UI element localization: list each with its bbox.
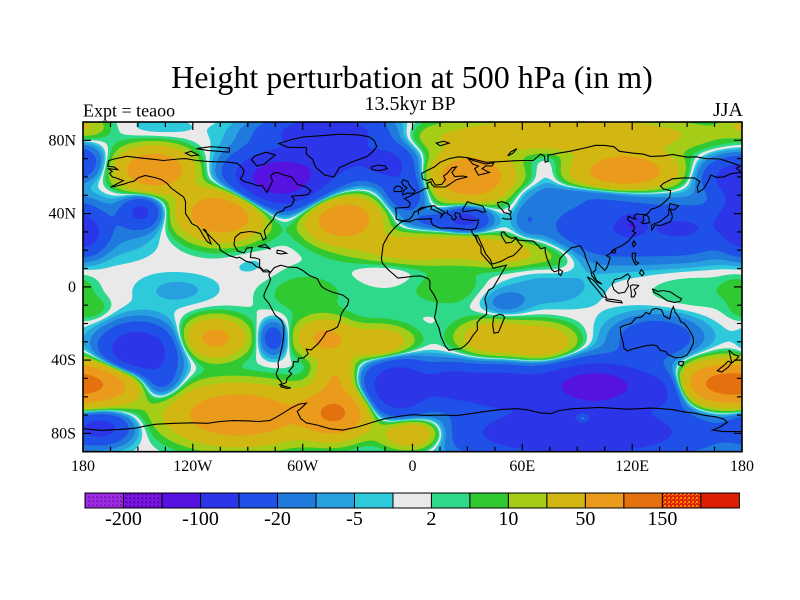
svg-text:0: 0 xyxy=(409,458,417,475)
svg-text:180: 180 xyxy=(71,458,95,475)
svg-text:80S: 80S xyxy=(51,425,76,442)
svg-text:-100: -100 xyxy=(182,508,219,530)
svg-text:Expt = teaoo: Expt = teaoo xyxy=(83,101,175,121)
svg-text:Height perturbation at 500 hPa: Height perturbation at 500 hPa (in m) xyxy=(171,59,653,95)
svg-text:2: 2 xyxy=(426,508,436,530)
svg-text:120W: 120W xyxy=(173,458,213,475)
svg-text:60E: 60E xyxy=(509,458,535,475)
svg-text:-20: -20 xyxy=(264,508,291,530)
svg-text:13.5kyr BP: 13.5kyr BP xyxy=(364,93,455,115)
svg-text:50: 50 xyxy=(575,508,595,530)
svg-text:120E: 120E xyxy=(615,458,649,475)
svg-text:40S: 40S xyxy=(51,352,76,369)
svg-text:150: 150 xyxy=(647,508,677,530)
svg-text:180: 180 xyxy=(730,458,754,475)
svg-text:-5: -5 xyxy=(346,508,363,530)
svg-text:40N: 40N xyxy=(48,206,76,223)
svg-text:JJA: JJA xyxy=(713,99,744,121)
svg-text:10: 10 xyxy=(498,508,518,530)
svg-text:80N: 80N xyxy=(48,132,76,149)
svg-text:60W: 60W xyxy=(287,458,319,475)
svg-text:-200: -200 xyxy=(105,508,142,530)
svg-text:0: 0 xyxy=(68,279,76,296)
